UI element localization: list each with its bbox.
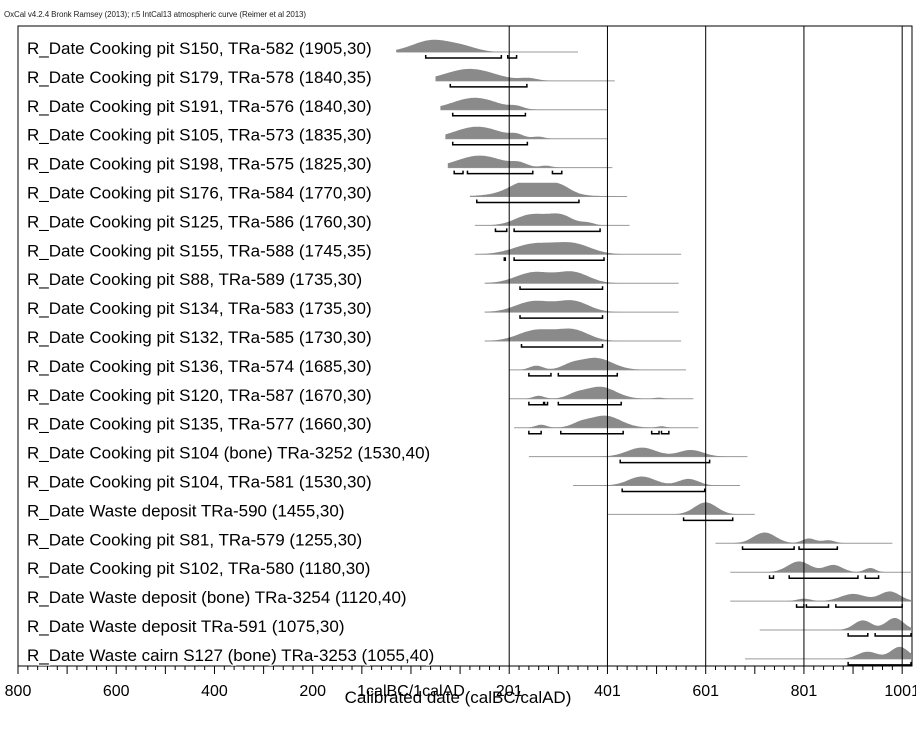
probability-distribution bbox=[759, 618, 912, 630]
probability-distribution bbox=[514, 415, 699, 428]
row-label: R_Date Cooking pit S104, TRa-581 (1530,3… bbox=[27, 473, 372, 492]
row-label: R_Date Cooking pit S150, TRa-582 (1905,3… bbox=[27, 39, 372, 58]
row-label: R_Date Cooking pit S134, TRa-583 (1735,3… bbox=[27, 299, 372, 318]
range-bracket bbox=[513, 228, 601, 233]
x-tick-label: 400 bbox=[201, 683, 228, 700]
range-bracket bbox=[557, 401, 622, 406]
range-bracket bbox=[619, 459, 711, 464]
probability-distribution bbox=[607, 502, 755, 515]
x-tick-label: 600 bbox=[103, 683, 130, 700]
row-label: R_Date Cooking pit S135, TRa-577 (1660,3… bbox=[27, 415, 372, 434]
row-label: R_Date Waste deposit (bone) TRa-3254 (11… bbox=[27, 588, 407, 607]
range-bracket bbox=[847, 633, 869, 637]
range-bracket bbox=[557, 372, 619, 377]
range-bracket bbox=[453, 170, 464, 175]
probability-distribution bbox=[730, 591, 912, 602]
row-label: R_Date Waste deposit TRa-590 (1455,30) bbox=[27, 501, 345, 520]
row-label: R_Date Cooking pit S125, TRa-586 (1760,3… bbox=[27, 212, 372, 231]
range-bracket bbox=[847, 661, 912, 666]
row-label: R_Date Waste cairn S127 (bone) TRa-3253 … bbox=[27, 646, 434, 665]
range-bracket bbox=[543, 401, 549, 406]
probability-distribution bbox=[440, 97, 608, 110]
row-label: R_Date Cooking pit S105, TRa-573 (1835,3… bbox=[27, 126, 372, 145]
row-label: R_Date Cooking pit S88, TRa-589 (1735,30… bbox=[27, 270, 362, 289]
x-tick-label: 200 bbox=[299, 683, 326, 700]
range-bracket bbox=[451, 112, 527, 117]
x-axis-label: Calibrated date (calBC/calAD) bbox=[344, 688, 572, 707]
range-bracket bbox=[788, 575, 859, 579]
range-bracket bbox=[650, 430, 660, 435]
range-bracket bbox=[520, 344, 604, 348]
probability-distribution bbox=[745, 646, 912, 659]
probability-distribution bbox=[484, 271, 679, 284]
row-label: R_Date Cooking pit S136, TRa-574 (1685,3… bbox=[27, 357, 372, 376]
software-note: OxCal v4.2.4 Bronk Ramsey (2013); r:5 In… bbox=[4, 10, 306, 19]
plot-frame bbox=[17, 25, 913, 667]
x-tick-label: 601 bbox=[692, 683, 719, 700]
x-tick-label: 801 bbox=[791, 683, 818, 700]
range-bracket bbox=[864, 575, 880, 579]
row-label: R_Date Cooking pit S176, TRa-584 (1770,3… bbox=[27, 184, 372, 203]
probability-distribution bbox=[469, 182, 628, 197]
range-bracket bbox=[519, 286, 604, 290]
probability-distribution bbox=[509, 357, 686, 370]
x-tick-label: 800 bbox=[5, 683, 32, 700]
x-tick-label: 201 bbox=[496, 683, 523, 700]
probability-distribution bbox=[528, 447, 748, 457]
row-label: R_Date Cooking pit S179, TRa-578 (1840,3… bbox=[27, 68, 372, 87]
row-label: R_Date Cooking pit S81, TRa-579 (1255,30… bbox=[27, 530, 362, 549]
row-label: R_Date Cooking pit S155, TRa-588 (1745,3… bbox=[27, 241, 372, 260]
range-bracket bbox=[798, 546, 839, 551]
range-bracket bbox=[551, 170, 563, 175]
range-bracket bbox=[424, 55, 503, 59]
probability-distribution bbox=[509, 386, 694, 399]
range-bracket bbox=[660, 430, 670, 435]
probability-distribution bbox=[474, 242, 682, 255]
x-tick-label: 1calBC/1calAD bbox=[357, 683, 465, 700]
row-label: R_Date Cooking pit S120, TRa-587 (1670,3… bbox=[27, 386, 372, 405]
probability-distribution bbox=[484, 328, 682, 341]
row-label: R_Date Cooking pit S104 (bone) TRa-3252 … bbox=[27, 444, 430, 463]
range-bracket bbox=[519, 315, 604, 319]
range-bracket bbox=[795, 604, 805, 608]
row-label: R_Date Cooking pit S198, TRa-575 (1825,3… bbox=[27, 155, 372, 174]
row-label: R_Date Waste deposit TRa-591 (1075,30) bbox=[27, 617, 345, 636]
range-bracket bbox=[768, 575, 775, 579]
range-bracket bbox=[528, 430, 542, 435]
x-tick-label: 401 bbox=[594, 683, 621, 700]
probability-distribution bbox=[730, 561, 912, 573]
range-bracket bbox=[449, 83, 528, 88]
range-bracket bbox=[513, 257, 605, 262]
range-bracket bbox=[503, 257, 507, 262]
probability-distribution bbox=[445, 126, 608, 139]
range-bracket bbox=[466, 170, 534, 175]
range-bracket bbox=[874, 633, 912, 637]
range-bracket bbox=[506, 55, 518, 59]
range-bracket bbox=[682, 517, 734, 522]
probability-distribution bbox=[573, 476, 741, 486]
range-bracket bbox=[476, 199, 580, 204]
row-label: R_Date Cooking pit S102, TRa-580 (1180,3… bbox=[27, 559, 370, 578]
probability-distribution bbox=[715, 532, 893, 544]
range-bracket bbox=[835, 604, 903, 608]
probability-distribution bbox=[435, 68, 615, 81]
probability-distribution bbox=[474, 213, 630, 226]
range-bracket bbox=[621, 488, 706, 493]
probability-distribution bbox=[447, 155, 613, 168]
range-bracket bbox=[528, 372, 552, 377]
row-label: R_Date Cooking pit S191, TRa-576 (1840,3… bbox=[27, 97, 372, 116]
range-bracket bbox=[494, 228, 508, 233]
range-bracket bbox=[528, 401, 545, 406]
range-bracket bbox=[805, 604, 830, 608]
x-tick-label: 1001 bbox=[884, 683, 916, 700]
row-label: R_Date Cooking pit S132, TRa-585 (1730,3… bbox=[27, 328, 372, 347]
range-bracket bbox=[560, 430, 624, 435]
probability-distribution bbox=[396, 39, 578, 52]
probability-distribution bbox=[484, 300, 679, 313]
range-bracket bbox=[451, 141, 529, 146]
range-bracket bbox=[741, 546, 795, 551]
